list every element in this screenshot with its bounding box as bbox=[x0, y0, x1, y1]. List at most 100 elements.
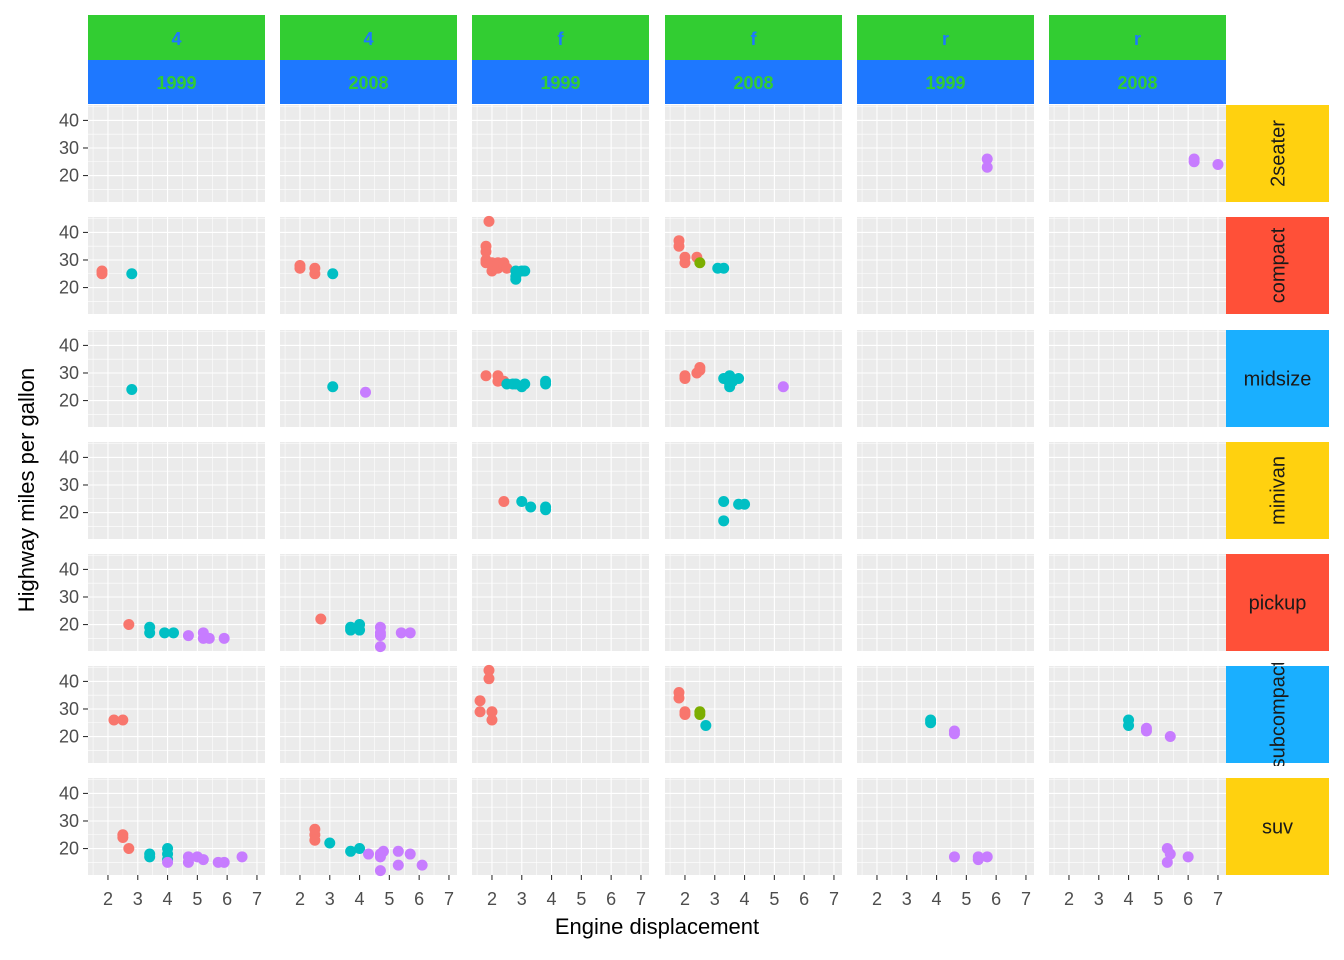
panel-background bbox=[1049, 778, 1226, 875]
data-point bbox=[218, 632, 230, 644]
x-tick-label: 7 bbox=[829, 889, 839, 909]
y-tick-label: 40 bbox=[59, 222, 79, 242]
panel-background bbox=[280, 217, 457, 314]
x-tick-label: 3 bbox=[325, 889, 335, 909]
panel-background bbox=[280, 105, 457, 202]
data-point bbox=[483, 215, 495, 227]
data-point bbox=[1164, 731, 1176, 743]
data-point bbox=[126, 268, 138, 280]
panel bbox=[472, 105, 649, 202]
panel bbox=[280, 217, 457, 314]
x-tick-label: 5 bbox=[576, 889, 586, 909]
data-point bbox=[159, 627, 171, 639]
panel bbox=[665, 554, 842, 651]
panel-background bbox=[857, 330, 1034, 427]
data-point bbox=[327, 268, 339, 280]
y-tick-label: 40 bbox=[59, 671, 79, 691]
data-point bbox=[525, 501, 537, 513]
data-point bbox=[718, 496, 730, 508]
strip-drv-label: r bbox=[942, 29, 949, 49]
data-point bbox=[498, 496, 510, 508]
data-point bbox=[182, 630, 194, 642]
panel bbox=[280, 442, 457, 539]
panel bbox=[1049, 330, 1226, 427]
panel-background bbox=[88, 105, 265, 202]
panel bbox=[857, 554, 1034, 651]
panel bbox=[665, 666, 842, 763]
panel-background bbox=[665, 666, 842, 763]
y-tick-label: 20 bbox=[59, 839, 79, 859]
x-tick-label: 6 bbox=[606, 889, 616, 909]
panel-background bbox=[88, 666, 265, 763]
data-point bbox=[540, 378, 552, 390]
x-tick-label: 5 bbox=[384, 889, 394, 909]
panel-background bbox=[472, 666, 649, 763]
x-tick-label: 5 bbox=[961, 889, 971, 909]
data-point bbox=[700, 720, 712, 732]
data-point bbox=[1123, 720, 1135, 732]
data-point bbox=[1140, 725, 1152, 737]
x-tick-label: 6 bbox=[222, 889, 232, 909]
strip-class bbox=[1226, 554, 1329, 651]
strip-year-label: 2008 bbox=[733, 73, 773, 93]
panel-background bbox=[88, 330, 265, 427]
strip-drv bbox=[857, 15, 1034, 60]
y-tick-label: 40 bbox=[59, 559, 79, 579]
panel-background bbox=[88, 217, 265, 314]
panel bbox=[472, 442, 649, 539]
data-point bbox=[360, 386, 372, 398]
x-tick-label: 6 bbox=[414, 889, 424, 909]
x-tick-label: 7 bbox=[252, 889, 262, 909]
data-point bbox=[96, 268, 108, 280]
panel-background bbox=[1049, 554, 1226, 651]
y-tick-label: 20 bbox=[59, 278, 79, 298]
strip-drv bbox=[280, 15, 457, 60]
data-point bbox=[516, 496, 528, 508]
x-tick-label: 6 bbox=[1183, 889, 1193, 909]
data-point bbox=[345, 624, 357, 636]
data-point bbox=[126, 384, 138, 396]
panel bbox=[1049, 442, 1226, 539]
data-point bbox=[162, 856, 174, 868]
panel-background bbox=[280, 442, 457, 539]
x-tick-label: 2 bbox=[103, 889, 113, 909]
data-point bbox=[501, 262, 513, 274]
y-tick-label: 40 bbox=[59, 447, 79, 467]
panel-background bbox=[1049, 105, 1226, 202]
y-tick-label: 40 bbox=[59, 110, 79, 130]
panel-background bbox=[857, 778, 1034, 875]
data-point bbox=[718, 515, 730, 527]
strip-drv bbox=[472, 15, 649, 60]
data-point bbox=[739, 498, 751, 510]
data-point bbox=[123, 619, 135, 631]
strip-year bbox=[1049, 60, 1226, 104]
data-point bbox=[327, 381, 339, 393]
panel bbox=[88, 666, 265, 763]
strip-year bbox=[88, 60, 265, 104]
panel bbox=[857, 442, 1034, 539]
x-tick-label: 3 bbox=[902, 889, 912, 909]
y-tick-label: 30 bbox=[59, 250, 79, 270]
data-point bbox=[673, 692, 685, 704]
y-tick-label: 30 bbox=[59, 475, 79, 495]
panel-background bbox=[665, 105, 842, 202]
data-point bbox=[395, 627, 407, 639]
panel-background bbox=[857, 666, 1034, 763]
data-point bbox=[236, 851, 248, 863]
x-tick-label: 2 bbox=[872, 889, 882, 909]
data-point bbox=[1182, 851, 1194, 863]
panel bbox=[472, 778, 649, 875]
data-point bbox=[483, 664, 495, 676]
strip-class-label: 2seater bbox=[1268, 120, 1290, 187]
panel-background bbox=[472, 778, 649, 875]
strip-class-label: minivan bbox=[1268, 456, 1290, 525]
x-tick-label: 2 bbox=[680, 889, 690, 909]
panel bbox=[1049, 666, 1226, 763]
data-point bbox=[948, 728, 960, 740]
y-tick-label: 30 bbox=[59, 587, 79, 607]
data-point bbox=[374, 641, 386, 653]
data-point bbox=[673, 240, 685, 252]
panel bbox=[665, 442, 842, 539]
x-tick-label: 6 bbox=[991, 889, 1001, 909]
strip-year-label: 1999 bbox=[925, 73, 965, 93]
